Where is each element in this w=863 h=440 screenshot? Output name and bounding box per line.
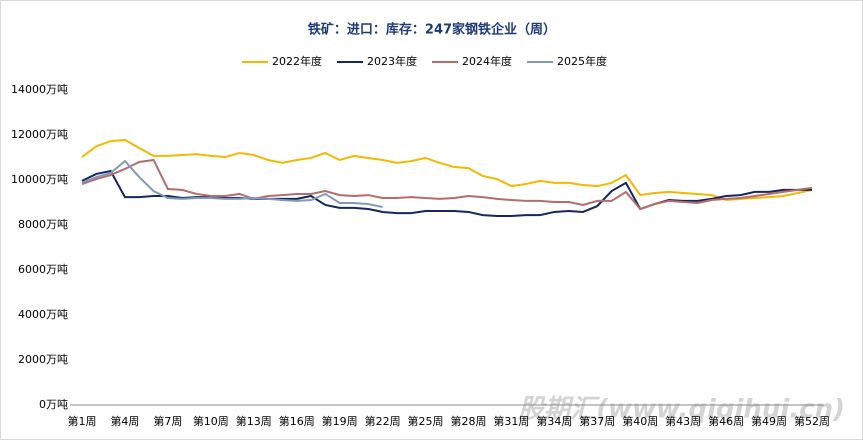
y-tick-label: 12000万吨	[11, 128, 68, 141]
x-tick-label: 第1周	[68, 414, 97, 428]
y-tick-label: 14000万吨	[11, 83, 68, 96]
x-tick-label: 第34周	[536, 414, 572, 428]
x-tick-label: 第16周	[279, 414, 315, 428]
x-tick-label: 第10周	[193, 414, 229, 428]
y-tick-label: 0万吨	[39, 398, 68, 411]
y-tick-label: 6000万吨	[18, 263, 68, 276]
chart-title: 铁矿：进口：库存：247家钢铁企业（周）	[307, 22, 556, 38]
legend-label: 2022年度	[272, 54, 322, 68]
x-tick-label: 第25周	[408, 414, 444, 428]
x-tick-label: 第13周	[236, 414, 272, 428]
legend-label: 2024年度	[462, 54, 512, 68]
legend-label: 2025年度	[557, 54, 607, 68]
series-line	[81, 138, 813, 202]
x-tick-label: 第52周	[794, 414, 830, 428]
x-tick-label: 第4周	[110, 414, 139, 428]
x-tick-label: 第31周	[493, 414, 529, 428]
series-line	[81, 159, 383, 208]
series-line	[81, 158, 813, 211]
y-tick-label: 8000万吨	[18, 218, 68, 231]
x-tick-label: 第43周	[665, 414, 701, 428]
y-tick-label: 2000万吨	[18, 353, 68, 366]
y-tick-label: 4000万吨	[18, 308, 68, 321]
watermark: 股期汇(www.qiqihui.cn)	[517, 395, 845, 425]
x-tick-label: 第19周	[322, 414, 358, 428]
x-tick-label: 第37周	[579, 414, 615, 428]
y-tick-label: 10000万吨	[11, 173, 68, 186]
x-tick-label: 第28周	[450, 414, 486, 428]
x-tick-label: 第40周	[622, 414, 658, 428]
x-tick-label: 第46周	[708, 414, 744, 428]
x-tick-label: 第7周	[153, 414, 182, 428]
x-tick-label: 第49周	[751, 414, 787, 428]
legend-label: 2023年度	[367, 54, 417, 68]
x-tick-label: 第22周	[365, 414, 401, 428]
